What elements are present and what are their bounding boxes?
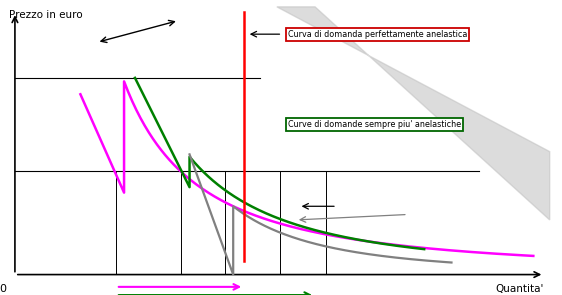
Text: Prezzo in euro: Prezzo in euro — [10, 9, 83, 19]
Text: Curva di domanda perfettamente anelastica: Curva di domanda perfettamente anelastic… — [288, 30, 467, 39]
Text: 0: 0 — [0, 284, 7, 294]
Polygon shape — [277, 7, 550, 220]
Text: Curve di domande sempre piu' anelastiche: Curve di domande sempre piu' anelastiche — [288, 120, 461, 129]
Text: Quantita': Quantita' — [496, 284, 544, 294]
